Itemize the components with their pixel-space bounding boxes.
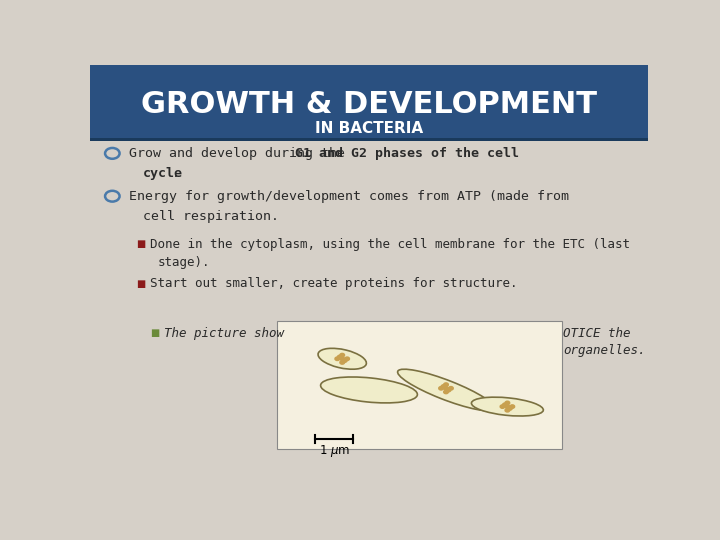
Text: ■: ■ — [136, 279, 145, 288]
Circle shape — [500, 405, 505, 408]
Text: cycle: cycle — [143, 167, 183, 180]
Circle shape — [441, 384, 446, 388]
Circle shape — [335, 357, 340, 361]
Text: IN BACTERIA: IN BACTERIA — [315, 120, 423, 136]
Ellipse shape — [318, 348, 366, 369]
Ellipse shape — [472, 397, 544, 416]
Text: cell respiration.: cell respiration. — [143, 210, 279, 222]
Circle shape — [342, 359, 347, 362]
Circle shape — [508, 407, 512, 410]
Text: Grow and develop during the: Grow and develop during the — [129, 147, 353, 160]
FancyBboxPatch shape — [277, 321, 562, 449]
Text: 1 $\mu$m: 1 $\mu$m — [318, 443, 350, 460]
Circle shape — [340, 357, 345, 361]
Text: Done in the cytoplasm, using the cell membrane for the ETC (last: Done in the cytoplasm, using the cell me… — [150, 238, 630, 251]
Text: stage).: stage). — [158, 256, 210, 269]
Circle shape — [505, 405, 510, 408]
Circle shape — [340, 361, 345, 364]
Circle shape — [446, 388, 451, 392]
Text: Energy for growth/development comes from ATP (made from: Energy for growth/development comes from… — [129, 190, 569, 202]
Circle shape — [449, 387, 454, 390]
Text: The picture show: The picture show — [163, 327, 284, 340]
Circle shape — [345, 357, 349, 361]
Circle shape — [510, 405, 515, 408]
Text: OTICE the: OTICE the — [563, 327, 631, 340]
Text: ■: ■ — [136, 239, 145, 249]
Text: GROWTH & DEVELOPMENT: GROWTH & DEVELOPMENT — [141, 90, 597, 119]
Circle shape — [444, 387, 449, 390]
Circle shape — [444, 383, 449, 387]
Text: G1 and G2 phases of the cell: G1 and G2 phases of the cell — [295, 147, 519, 160]
Circle shape — [444, 390, 449, 394]
Ellipse shape — [397, 369, 495, 411]
Circle shape — [503, 403, 508, 407]
Circle shape — [338, 355, 342, 359]
FancyBboxPatch shape — [90, 65, 648, 138]
Text: .: . — [172, 167, 180, 180]
Text: organelles.: organelles. — [563, 345, 646, 357]
Circle shape — [438, 387, 444, 390]
Text: Start out smaller, create proteins for structure.: Start out smaller, create proteins for s… — [150, 277, 518, 290]
Circle shape — [505, 408, 510, 412]
Ellipse shape — [320, 377, 418, 403]
FancyBboxPatch shape — [90, 138, 648, 141]
Circle shape — [505, 401, 510, 404]
Circle shape — [340, 353, 345, 357]
Text: ■: ■ — [150, 328, 160, 339]
